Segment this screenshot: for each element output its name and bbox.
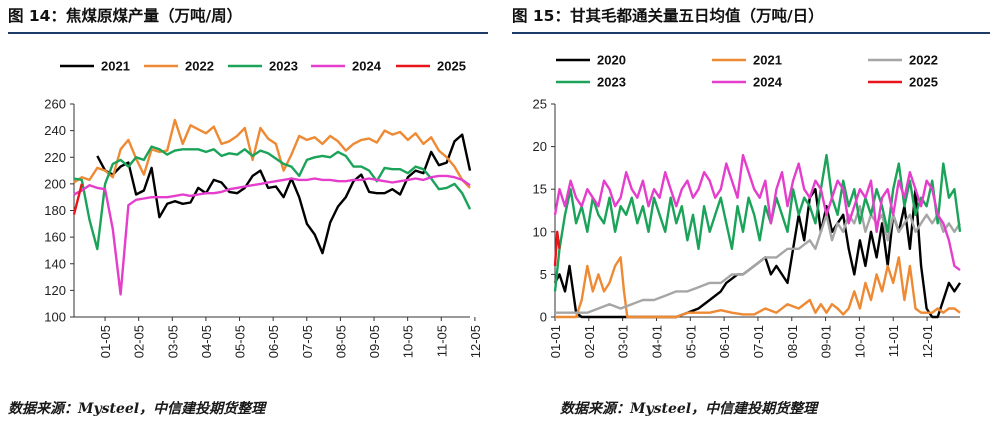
right-series-line-2021 xyxy=(555,256,961,319)
source-note-left: 数据来源：Mysteel，中信建投期货整理 xyxy=(8,401,266,417)
right-legend-label-2024: 2024 xyxy=(753,75,783,90)
right-series-line-2025 xyxy=(553,230,561,266)
right-x-tick-label: 03-01 xyxy=(616,325,631,358)
left-x-tick-label: 02-05 xyxy=(132,325,147,358)
chart-title-right: 图 15：甘其毛都通关量五日均值（万吨/日） xyxy=(512,7,824,25)
left-x-tick-label: 10-05 xyxy=(401,325,416,358)
left-y-tick-label: 140 xyxy=(44,256,66,271)
right-y-tick-label: 15 xyxy=(533,182,547,197)
right-legend-label-2025: 2025 xyxy=(909,75,938,90)
left-y-tick-label: 240 xyxy=(44,123,66,138)
right-legend-label-2023: 2023 xyxy=(597,75,626,90)
left-legend-label-2023: 2023 xyxy=(269,59,298,74)
right-x-tick-label: 08-01 xyxy=(785,325,800,358)
left-x-tick-label: 08-05 xyxy=(333,325,348,358)
left-x-tick-label: 12-05 xyxy=(468,325,483,358)
left-y-tick-label: 260 xyxy=(44,97,66,112)
right-y-tick-label: 25 xyxy=(533,97,547,112)
right-legend-label-2022: 2022 xyxy=(909,53,938,68)
left-y-tick-label: 160 xyxy=(44,230,66,245)
chart-title-left: 图 14：焦煤原煤产量（万吨/周） xyxy=(8,7,243,25)
left-legend-label-2024: 2024 xyxy=(352,59,382,74)
right-x-tick-label: 12-01 xyxy=(920,325,935,358)
right-y-tick-label: 0 xyxy=(540,310,547,325)
right-x-tick-label: 01-01 xyxy=(548,325,563,358)
right-series-line-2023 xyxy=(553,153,962,292)
left-legend-label-2025: 2025 xyxy=(437,59,466,74)
right-x-tick-label: 05-01 xyxy=(683,325,698,358)
right-x-tick-label: 07-01 xyxy=(751,325,766,358)
right-x-tick-label: 11-01 xyxy=(886,325,901,357)
right-x-tick-label: 09-01 xyxy=(819,325,834,358)
right-series-line-2020 xyxy=(553,187,962,319)
left-series-line-2022 xyxy=(73,118,471,189)
source-note-right: 数据来源：Mysteel，中信建投期货整理 xyxy=(560,401,818,417)
left-legend-label-2022: 2022 xyxy=(185,59,214,74)
left-x-tick-label: 01-05 xyxy=(98,325,113,358)
title-rule-left xyxy=(8,32,488,34)
left-y-tick-label: 220 xyxy=(44,150,66,165)
right-y-tick-label: 20 xyxy=(533,139,547,154)
right-series-line-2024 xyxy=(553,153,961,272)
left-x-tick-label: 07-05 xyxy=(300,325,315,358)
right-legend-label-2021: 2021 xyxy=(753,53,782,68)
right-series-line-2022 xyxy=(555,204,962,314)
left-x-tick-label: 11-05 xyxy=(434,325,449,357)
right-x-tick-label: 02-01 xyxy=(582,325,597,358)
left-x-tick-label: 09-05 xyxy=(367,325,382,358)
left-y-tick-label: 180 xyxy=(44,203,66,218)
left-series-line-2024 xyxy=(73,174,471,296)
left-series-line-2025 xyxy=(72,183,83,215)
left-x-tick-label: 05-05 xyxy=(233,325,248,358)
left-y-tick-label: 200 xyxy=(44,176,66,191)
left-y-tick-label: 100 xyxy=(44,310,66,325)
left-x-tick-label: 06-05 xyxy=(266,325,281,358)
left-series-line-2023 xyxy=(73,145,472,251)
right-x-tick-label: 10-01 xyxy=(852,325,867,358)
left-y-tick-label: 120 xyxy=(44,283,66,298)
right-x-tick-label: 06-01 xyxy=(717,325,732,358)
left-legend-label-2021: 2021 xyxy=(101,59,130,74)
right-y-tick-label: 10 xyxy=(533,224,547,239)
right-legend-label-2020: 2020 xyxy=(597,53,626,68)
left-series-line-2021 xyxy=(96,133,472,255)
left-x-tick-label: 04-05 xyxy=(199,325,214,358)
right-y-tick-label: 5 xyxy=(540,267,547,282)
right-x-tick-label: 04-01 xyxy=(649,325,664,358)
title-rule-right xyxy=(512,32,990,34)
left-x-tick-label: 03-05 xyxy=(165,325,180,358)
